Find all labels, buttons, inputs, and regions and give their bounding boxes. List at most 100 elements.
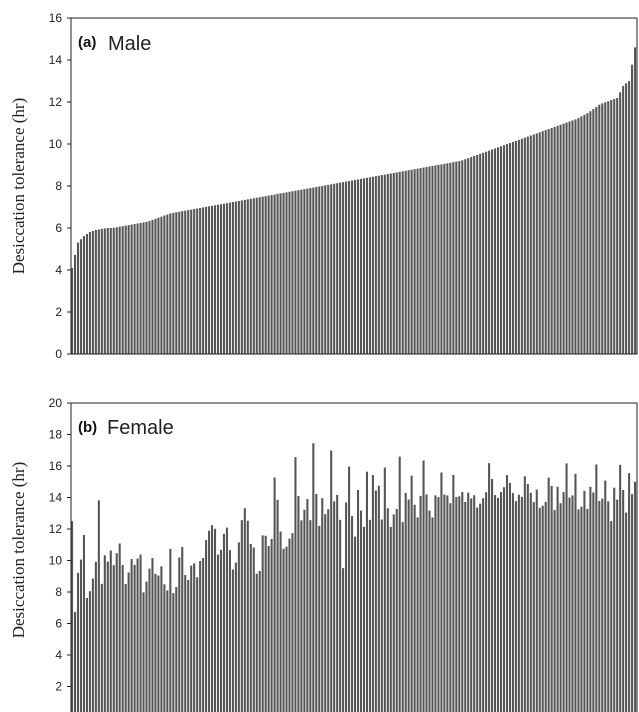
bar xyxy=(228,202,231,354)
bar xyxy=(383,467,386,712)
bar xyxy=(354,536,357,712)
bar xyxy=(571,495,574,712)
bar xyxy=(538,132,541,354)
bar xyxy=(160,566,163,712)
bar xyxy=(625,83,628,355)
y-tick-label: 14 xyxy=(49,491,63,505)
bar xyxy=(613,99,616,354)
bar xyxy=(85,597,88,712)
bar xyxy=(115,553,118,712)
bar xyxy=(446,495,449,712)
bar xyxy=(321,185,324,354)
bar xyxy=(225,527,228,712)
bar xyxy=(455,161,458,354)
bar xyxy=(348,181,351,354)
bar xyxy=(371,475,374,712)
bar xyxy=(127,572,130,712)
bar xyxy=(464,159,467,354)
bar xyxy=(148,220,151,354)
bar xyxy=(446,163,449,354)
bar xyxy=(166,590,169,712)
bar xyxy=(225,203,228,354)
y-tick-label: 4 xyxy=(55,648,62,662)
bar xyxy=(270,195,273,354)
bar xyxy=(193,563,196,712)
bar xyxy=(511,493,514,712)
bar xyxy=(208,206,211,354)
bar xyxy=(434,495,437,712)
bar xyxy=(407,170,410,354)
bar xyxy=(616,499,619,712)
bar xyxy=(291,191,294,354)
bar xyxy=(622,490,625,712)
bar xyxy=(282,548,285,712)
bar xyxy=(100,228,103,354)
bar xyxy=(598,500,601,712)
bar xyxy=(592,492,595,712)
bar xyxy=(202,557,205,712)
bar xyxy=(374,490,377,712)
bar xyxy=(634,481,637,712)
bar xyxy=(312,443,315,712)
bar xyxy=(133,224,136,354)
bar xyxy=(410,475,413,712)
bar xyxy=(464,502,467,712)
bar xyxy=(181,546,184,712)
bar xyxy=(109,550,112,712)
bar xyxy=(470,157,473,354)
bar xyxy=(380,175,383,354)
bar xyxy=(505,475,509,712)
bar xyxy=(368,519,371,712)
bar xyxy=(413,169,416,354)
bar xyxy=(419,495,422,712)
bar xyxy=(187,210,190,354)
bar xyxy=(476,507,479,712)
bar xyxy=(333,501,336,712)
bar xyxy=(473,495,476,712)
bar xyxy=(133,564,136,712)
bar xyxy=(205,540,208,712)
bar xyxy=(491,149,494,354)
bar xyxy=(112,227,115,354)
bar xyxy=(184,575,187,712)
bar xyxy=(610,100,613,355)
bar xyxy=(261,535,264,712)
bar xyxy=(449,162,452,354)
bar xyxy=(556,486,559,712)
bar xyxy=(151,558,154,712)
bar xyxy=(285,546,288,712)
bar xyxy=(571,120,574,355)
bar xyxy=(345,502,348,712)
bar xyxy=(166,214,169,354)
bar xyxy=(389,173,392,354)
bar xyxy=(514,501,517,712)
bar xyxy=(631,64,634,354)
bar xyxy=(529,492,532,712)
bar xyxy=(541,131,544,354)
bar xyxy=(88,591,91,712)
y-tick-label: 14 xyxy=(49,53,63,67)
bar xyxy=(276,193,279,354)
bar xyxy=(285,192,288,354)
bar xyxy=(100,583,103,712)
bar xyxy=(348,466,351,712)
bar xyxy=(440,164,443,354)
bar xyxy=(178,211,181,354)
bar xyxy=(392,514,395,712)
bar xyxy=(190,209,193,354)
bar xyxy=(85,234,88,354)
bar xyxy=(577,118,580,355)
bar xyxy=(359,178,363,354)
panel-b-plot-frame xyxy=(70,402,638,712)
bar xyxy=(437,164,440,354)
bar xyxy=(330,184,333,354)
bar xyxy=(371,176,374,354)
bar xyxy=(327,509,330,712)
bar xyxy=(592,109,595,354)
bar xyxy=(294,457,297,712)
bar xyxy=(547,477,550,712)
bar xyxy=(452,474,455,712)
bar xyxy=(270,538,273,712)
bar xyxy=(73,254,77,354)
bar xyxy=(508,143,511,354)
